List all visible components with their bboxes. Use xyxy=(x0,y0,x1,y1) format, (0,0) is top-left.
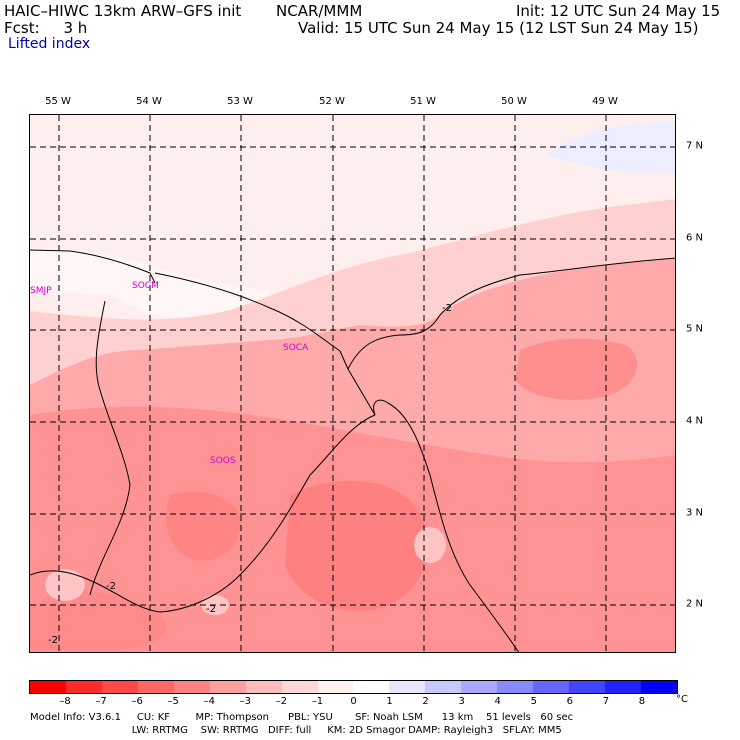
scale-swatch xyxy=(425,681,462,693)
fill-patch-3c xyxy=(166,491,241,561)
scale-tick-label: –6 xyxy=(131,696,143,707)
scale-tick-label: 7 xyxy=(602,696,610,707)
scale-tick-label: –8 xyxy=(59,696,71,707)
fill-band-white xyxy=(30,248,270,318)
scale-swatch xyxy=(353,681,390,693)
contour-line xyxy=(347,257,675,370)
lon-label: 52 W xyxy=(319,96,345,107)
lat-label: 6 N xyxy=(686,232,704,244)
border-line xyxy=(347,368,376,416)
scale-swatch xyxy=(461,681,498,693)
scale-tick-label: –4 xyxy=(203,696,215,707)
station-label: SOOS xyxy=(210,456,236,466)
scale-tick-label: –1 xyxy=(311,696,324,707)
station-label: SOCA xyxy=(283,343,309,353)
lon-label: 55 W xyxy=(45,96,71,107)
scale-tick-label: 1 xyxy=(386,696,393,707)
scale-swatch xyxy=(101,681,138,693)
fill-patch-light xyxy=(45,569,85,601)
lat-label: 5 N xyxy=(686,323,704,335)
fill-patch-3a xyxy=(515,338,637,400)
scale-swatch xyxy=(533,681,570,693)
fill-patch-3d xyxy=(30,591,167,650)
contour-label: -2 xyxy=(206,604,216,615)
lonlat-grid xyxy=(30,115,675,652)
scale-tick-label: 5 xyxy=(530,696,537,707)
scale-swatch xyxy=(569,681,605,693)
lat-label: 7 N xyxy=(686,140,704,152)
station-label: SMJP xyxy=(30,286,52,296)
forecast-hour: Fcst: 3 h xyxy=(4,19,88,37)
valid-time: Valid: 15 UTC Sun 24 May 15 (12 LST Sun … xyxy=(298,19,699,37)
scale-swatch xyxy=(317,681,354,693)
model-title: HAIC–HIWC 13km ARW–GFS init xyxy=(4,2,242,20)
scale-swatch xyxy=(209,681,246,693)
lon-label: 50 W xyxy=(501,96,527,107)
station-label: SOCM xyxy=(132,281,159,291)
border-line xyxy=(30,414,376,613)
scale-tick-label: 3 xyxy=(458,696,465,707)
map-canvas: SMJP SOCM SOCA SOOS -2 -2 -2 -2 xyxy=(30,115,675,652)
border-line xyxy=(89,300,131,596)
scale-tick-label: 2 xyxy=(422,696,429,707)
scale-tick-label: –5 xyxy=(167,696,179,707)
lon-label: 53 W xyxy=(227,96,253,107)
scale-swatch xyxy=(497,681,534,693)
map-panel: SMJP SOCM SOCA SOOS -2 -2 -2 -2 xyxy=(29,114,676,653)
scale-swatch xyxy=(30,681,66,693)
scale-swatch xyxy=(245,681,282,693)
fill-patch-3b xyxy=(285,480,428,611)
scale-tick-label: –3 xyxy=(239,696,252,707)
scale-swatch xyxy=(389,681,426,693)
scale-tick-label: 4 xyxy=(494,696,501,707)
scale-tick-label: –2 xyxy=(275,696,288,707)
fill-patch-light xyxy=(414,527,446,563)
contour-label: -2 xyxy=(48,635,58,646)
contour-label: -2 xyxy=(442,303,452,314)
scale-swatch xyxy=(640,681,677,693)
contour-label: -2 xyxy=(106,581,116,592)
scale-swatch xyxy=(605,681,641,693)
scale-tick-label: 0 xyxy=(350,696,357,707)
lat-label: 4 N xyxy=(686,415,704,427)
color-scale xyxy=(29,680,678,694)
lon-label: 49 W xyxy=(592,96,618,107)
scale-swatch xyxy=(65,681,102,693)
center-label: NCAR/MMM xyxy=(276,2,363,20)
lon-label: 51 W xyxy=(410,96,436,107)
field-name: Lifted index xyxy=(8,36,91,52)
border-line xyxy=(373,399,520,652)
model-info-line2: LW: RRTMG SW: RRTMG DIFF: full KM: 2D Sm… xyxy=(30,725,562,736)
scale-tick-label: 8 xyxy=(638,696,646,707)
lon-label: 54 W xyxy=(136,96,162,107)
scale-swatch xyxy=(281,681,318,693)
lat-label: 2 N xyxy=(686,598,704,610)
scale-swatch xyxy=(173,681,210,693)
scale-tick-label: –7 xyxy=(95,696,107,707)
scale-swatch xyxy=(137,681,174,693)
model-info-line1: Model Info: V3.6.1 CU: KF MP: Thompson P… xyxy=(30,712,574,723)
lat-label: 3 N xyxy=(686,507,704,519)
scale-tick-label: 6 xyxy=(566,696,574,707)
init-time: Init: 12 UTC Sun 24 May 15 xyxy=(516,2,721,20)
coastline xyxy=(30,249,349,370)
unit-label: °C xyxy=(676,694,688,705)
